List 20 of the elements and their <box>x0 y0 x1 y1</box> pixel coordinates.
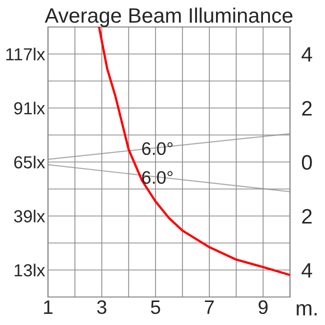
y2-tick-label: 2 <box>302 209 312 224</box>
x-tick-label: 3 <box>97 300 106 314</box>
y2-tick-label: 4 <box>302 263 312 278</box>
y2-tick-label: 2 <box>302 101 312 116</box>
y2-tick-label: 0 <box>302 155 312 170</box>
y2-tick-label: 4 <box>302 47 312 62</box>
line-series <box>98 27 290 276</box>
annotation: 6.0° <box>142 142 173 156</box>
chart-title: Average Beam Illuminance <box>44 8 292 27</box>
y-tick-label: 117lx <box>6 48 46 60</box>
x-axis-title: m. <box>296 304 317 316</box>
y-tick-label: 91lx <box>14 102 46 114</box>
x-tick-label: 5 <box>150 300 160 314</box>
y-tick-label: 39lx <box>14 210 46 222</box>
y-tick-label: 65lx <box>14 156 46 168</box>
x-tick-label: 9 <box>258 300 268 314</box>
x-tick-label: 7 <box>204 300 214 314</box>
annotation: 6.0° <box>142 171 173 184</box>
x-tick-label: 1 <box>44 300 52 314</box>
y-tick-label: 13lx <box>14 264 46 276</box>
